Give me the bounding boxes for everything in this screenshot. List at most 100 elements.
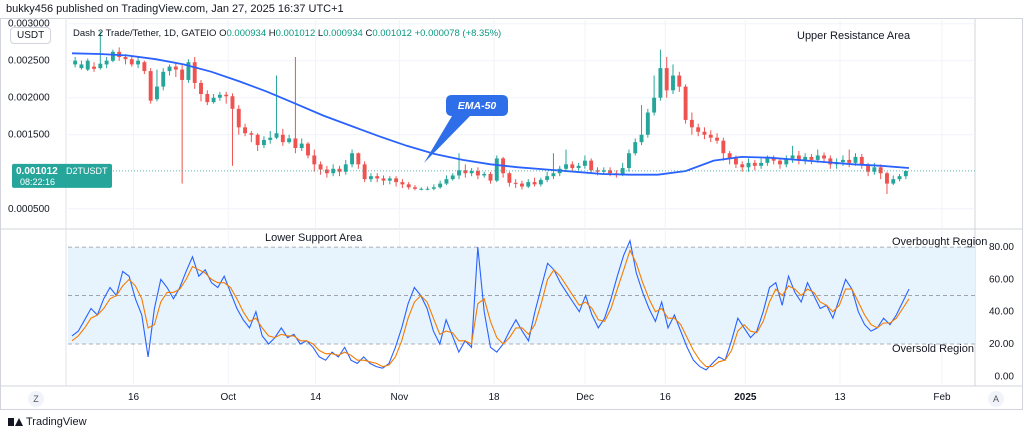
- candle-body: [438, 183, 443, 188]
- price-tick-label: 0.001500: [8, 130, 50, 141]
- tradingview-footer: TradingView: [8, 416, 87, 428]
- candle-body: [394, 178, 399, 183]
- candle-body: [142, 62, 147, 72]
- candle-body: [885, 173, 889, 184]
- candle-body: [123, 57, 128, 60]
- candle-countdown: 08:22:16: [20, 177, 55, 187]
- candle-body: [752, 162, 757, 166]
- candle-body: [778, 160, 782, 165]
- price-axis: 0.003000 0.002500 0.002000 0.001500 0.000500: [8, 19, 50, 215]
- candle-body: [475, 171, 480, 176]
- candle-body: [532, 182, 537, 185]
- candle-body: [828, 158, 833, 165]
- ohlc-l-label: L: [317, 28, 324, 39]
- candle-body: [324, 169, 329, 174]
- candle-body: [173, 66, 178, 70]
- candle-body: [217, 94, 222, 98]
- candle-body: [822, 155, 826, 159]
- candle-body: [733, 158, 738, 165]
- candle-body: [249, 133, 254, 135]
- candle-body: [589, 160, 594, 171]
- symbol-legend: Dash 2 Trade/Tether, 1D, GATEIO O0.00093…: [73, 28, 501, 39]
- candle-body: [368, 176, 373, 180]
- candle-body: [551, 173, 556, 177]
- candle-body: [847, 159, 852, 163]
- candle-body: [192, 62, 197, 83]
- candle-body: [161, 71, 166, 87]
- candle-body: [526, 182, 531, 187]
- candle-body: [803, 156, 808, 161]
- candle-body: [771, 158, 776, 161]
- candle-body: [866, 164, 871, 172]
- candle-body: [677, 75, 682, 87]
- currency-pill[interactable]: USDT: [10, 27, 52, 44]
- candle-body: [784, 158, 789, 165]
- candle-body: [129, 59, 134, 65]
- candle-body: [633, 142, 638, 154]
- ohlc-o: 0.000934: [226, 28, 267, 39]
- candle-body: [406, 184, 411, 188]
- candle-body: [306, 143, 310, 156]
- candle-body: [274, 133, 279, 138]
- candle-body: [450, 175, 455, 180]
- candle-body: [639, 134, 644, 143]
- candle-body: [104, 60, 109, 65]
- price-tick-label: 0.002000: [8, 93, 50, 104]
- candle-body: [702, 131, 707, 135]
- ohlc-l: 0.000934: [323, 28, 363, 39]
- candle-body: [293, 138, 298, 149]
- candle-body: [350, 153, 354, 165]
- candle-body: [507, 173, 512, 183]
- price-change: +0.000078 (+8.35%): [414, 28, 502, 39]
- candle-body: [243, 127, 248, 134]
- candle-body: [671, 75, 675, 91]
- candle-body: [337, 168, 342, 172]
- zoom-z-button[interactable]: Z: [28, 391, 44, 407]
- candle-body: [727, 153, 732, 159]
- candle-body: [494, 158, 499, 181]
- oversold-label: Oversold Region: [892, 343, 974, 355]
- time-tick-label: 13: [834, 392, 846, 403]
- candle-body: [815, 155, 820, 160]
- candle-body: [444, 179, 449, 184]
- candle-body: [488, 173, 493, 181]
- candle-body: [73, 60, 78, 65]
- candle-body: [280, 134, 285, 143]
- overbought-label: Overbought Region: [892, 236, 987, 248]
- time-tick-label: Feb: [933, 392, 951, 403]
- candle-body: [136, 60, 141, 65]
- ema-callout-label: EMA-50: [458, 100, 497, 112]
- candle-body: [205, 94, 210, 103]
- candle-body: [658, 68, 663, 98]
- label-mask: [1016, 238, 1022, 358]
- candle-body: [387, 178, 392, 181]
- time-tick-label: 16: [128, 392, 140, 403]
- candle-body: [375, 176, 380, 179]
- rsi-tick-label: 20.00: [989, 339, 1014, 350]
- lower-support-label: Lower Support Area: [265, 232, 363, 244]
- candle-body: [891, 179, 896, 184]
- candle-body: [255, 134, 260, 146]
- candle-body: [564, 164, 568, 169]
- candle-body: [343, 164, 348, 172]
- candle-body: [683, 86, 688, 120]
- candle-body: [582, 160, 587, 166]
- candle-body: [903, 171, 908, 177]
- candle-body: [431, 187, 436, 189]
- ema-callout-bubble: [424, 95, 508, 163]
- candle-body: [79, 64, 84, 69]
- candle-body: [180, 69, 185, 80]
- candle-body: [796, 155, 801, 161]
- candle-body: [520, 183, 524, 187]
- candle-body: [809, 156, 814, 160]
- time-tick-label: Dec: [576, 392, 594, 403]
- tradingview-logo-icon: [8, 417, 23, 427]
- auto-scale-button[interactable]: A: [988, 391, 1004, 407]
- rsi-tick-label: 0.00: [995, 371, 1015, 382]
- candle-body: [627, 153, 631, 169]
- grid-lines: [1, 18, 1022, 387]
- upper-resistance-label: Upper Resistance Area: [797, 30, 911, 42]
- tradingview-brand: TradingView: [26, 416, 87, 428]
- candle-body: [230, 96, 235, 109]
